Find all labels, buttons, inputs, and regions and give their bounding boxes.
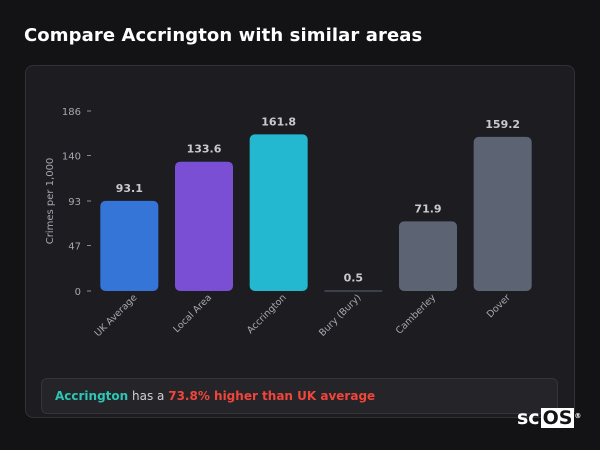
- comparison-summary: Accrington has a 73.8% higher than UK av…: [41, 378, 558, 414]
- brand-logo: sc OS ®: [517, 407, 582, 429]
- y-axis-title: Crimes per 1,000: [45, 158, 56, 245]
- bar: [473, 136, 532, 291]
- y-tick-label: 186: [62, 107, 81, 118]
- bar-value-label: 159.2: [485, 118, 520, 131]
- x-category-label: Bury (Bury): [317, 292, 363, 338]
- summary-statistic: 73.8% higher than UK average: [168, 389, 376, 403]
- bar-value-label: 93.1: [116, 182, 143, 195]
- y-tick-label: 0: [75, 287, 81, 298]
- bar: [249, 134, 308, 291]
- x-category-label: Local Area: [171, 292, 214, 335]
- summary-connector: has a: [128, 389, 169, 403]
- bar-value-label: 0.5: [344, 272, 364, 285]
- bar-value-label: 161.8: [261, 115, 296, 128]
- x-category-label: Camberley: [394, 292, 439, 337]
- bar-value-label: 133.6: [187, 143, 222, 156]
- y-tick-label: 47: [68, 242, 81, 253]
- x-category-label: Accrington: [245, 292, 289, 336]
- x-category-label: UK Average: [93, 292, 140, 339]
- bar: [399, 221, 457, 291]
- bar: [175, 161, 233, 291]
- summary-area-name: Accrington: [55, 389, 129, 403]
- bar: [100, 200, 159, 291]
- bar-value-label: 71.9: [414, 202, 441, 215]
- bar: [324, 290, 383, 292]
- page-title: Compare Accrington with similar areas: [24, 25, 423, 46]
- y-tick-label: 140: [62, 152, 81, 163]
- y-tick-label: 93: [68, 197, 81, 208]
- x-category-label: Dover: [485, 292, 513, 320]
